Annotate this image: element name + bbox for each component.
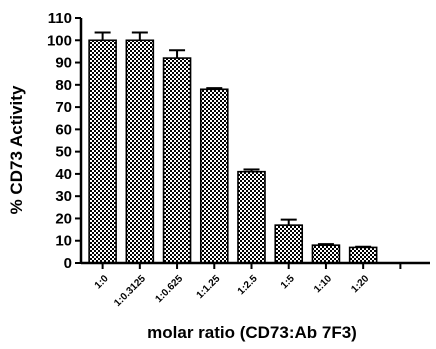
bar <box>162 57 192 264</box>
x-tick-label: 1:1.25 <box>195 273 223 301</box>
x-tick-label: 1:0.3125 <box>112 273 148 309</box>
y-tick-label: 100 <box>47 32 72 49</box>
y-tick-label: 90 <box>55 55 72 72</box>
x-tick-label: 1:5 <box>279 273 297 291</box>
y-tick-label: 80 <box>55 77 72 94</box>
x-tick-label: 1:20 <box>349 273 371 295</box>
bar <box>199 88 229 264</box>
x-axis-ticks: 1:0 1:0.3125 1:0.625 1:1.25 1:2.5 1:5 1:10 1:20 <box>93 263 402 309</box>
y-tick-label: 30 <box>55 188 72 205</box>
y-tick-label: 0 <box>64 255 72 272</box>
y-axis-ticks: 0 10 20 30 40 50 60 70 80 90 100 110 <box>47 10 81 272</box>
bar <box>274 224 304 264</box>
y-axis-title: % CD73 Activity <box>7 85 26 214</box>
bars <box>88 39 378 264</box>
error-bars <box>94 31 372 248</box>
y-tick-label: 10 <box>55 233 72 250</box>
bar <box>311 244 341 264</box>
bar <box>237 170 266 264</box>
y-tick-label: 20 <box>55 210 72 227</box>
bar <box>348 246 378 264</box>
bar <box>88 39 117 264</box>
y-tick-label: 60 <box>55 121 72 138</box>
y-tick-label: 70 <box>55 99 72 116</box>
y-tick-label: 110 <box>48 10 72 27</box>
y-tick-label: 40 <box>55 166 72 183</box>
bar <box>125 39 155 264</box>
y-tick-label: 50 <box>55 144 72 161</box>
x-tick-label: 1:0 <box>93 273 111 291</box>
x-axis-title: molar ratio (CD73:Ab 7F3) <box>147 323 357 342</box>
x-tick-label: 1:0.625 <box>153 273 185 305</box>
x-tick-label: 1:2.5 <box>236 273 260 297</box>
x-tick-label: 1:10 <box>312 273 334 295</box>
